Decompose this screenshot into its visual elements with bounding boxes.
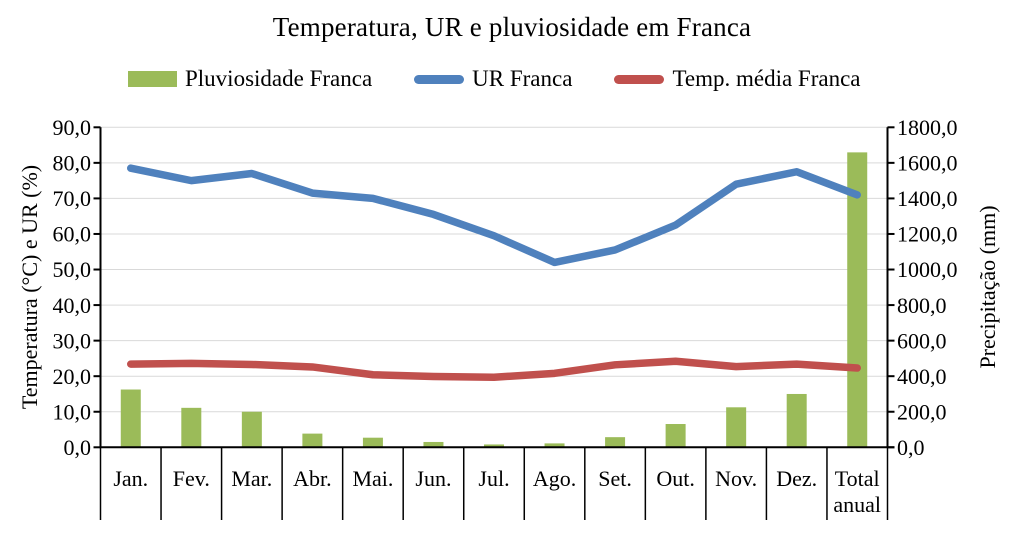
bar-pluviosidade: [847, 152, 868, 448]
bar-pluviosidade: [241, 411, 262, 448]
y-axis-right-tick-label: 1400,0: [897, 186, 958, 211]
y-axis-left-tick-label: 80,0: [53, 151, 92, 176]
bar-pluviosidade: [423, 441, 444, 448]
bar-pluviosidade: [302, 433, 323, 448]
legend-label-pluviosidade: Pluviosidade Franca: [185, 66, 373, 91]
legend-item-ur: UR Franca: [414, 66, 572, 92]
legend: Pluviosidade Franca UR Franca Temp. médi…: [128, 66, 861, 92]
legend-label-temp-media: Temp. média Franca: [672, 66, 861, 91]
category-label: Set.: [598, 466, 632, 491]
y-axis-right-tick-label: 1800,0: [897, 115, 958, 140]
category-label: Mar.: [231, 466, 272, 491]
line-swatch-icon: [414, 74, 465, 84]
bar-pluviosidade: [544, 443, 565, 448]
category-label: Dez.: [776, 466, 817, 491]
y-axis-left-tick-label: 90,0: [53, 115, 92, 140]
line-swatch-icon: [614, 74, 665, 84]
category-label: Fev.: [173, 466, 210, 491]
y-axis-left-tick-label: 60,0: [53, 222, 92, 247]
bar-pluviosidade: [120, 389, 141, 448]
legend-item-pluviosidade: Pluviosidade Franca: [128, 66, 372, 92]
y-axis-right-tick-label: 1600,0: [897, 151, 958, 176]
category-label: Jan.: [113, 466, 148, 491]
chart-title: Temperatura, UR e pluviosidade em Franca: [272, 12, 752, 42]
y-axis-right-tick-label: 400,0: [897, 364, 947, 389]
y-axis-left-tick-label: 50,0: [53, 257, 92, 282]
category-label: anual: [833, 492, 881, 517]
bar-pluviosidade: [665, 424, 686, 448]
category-label: Ago.: [533, 466, 576, 491]
bar-pluviosidade: [484, 444, 504, 448]
category-label: Out.: [656, 466, 695, 491]
bar-pluviosidade: [362, 437, 383, 448]
line-ur: [127, 164, 861, 267]
y-axis-right-tick-label: 1200,0: [897, 222, 958, 247]
category-label: Total: [835, 466, 880, 491]
y-axis-right-tick-label: 800,0: [897, 293, 947, 318]
y-axis-right-tick-label: 600,0: [897, 328, 947, 353]
category-label: Jun.: [415, 466, 451, 491]
category-label: Abr.: [293, 466, 332, 491]
y-axis-left-tick-label: 40,0: [53, 293, 92, 318]
y-axis-left-tick-label: 20,0: [53, 364, 92, 389]
y-axis-left-tick-label: 70,0: [53, 186, 92, 211]
bar-pluviosidade: [605, 437, 626, 448]
y-axis-left-tick-label: 10,0: [53, 399, 92, 424]
y-axis-left-tick-label: 0,0: [64, 435, 92, 460]
category-label: Jul.: [478, 466, 509, 491]
bar-swatch-icon: [128, 71, 177, 87]
bar-pluviosidade: [181, 407, 202, 448]
bar-pluviosidade: [786, 393, 807, 448]
y-axis-left-tick-label: 30,0: [53, 328, 92, 353]
category-label: Nov.: [715, 466, 757, 491]
y-axis-right-tick-label: 1000,0: [897, 257, 958, 282]
bar-pluviosidade: [726, 407, 747, 448]
legend-label-ur: UR Franca: [472, 66, 573, 91]
category-label: Mai.: [352, 466, 393, 491]
legend-item-temp-media: Temp. média Franca: [614, 66, 861, 92]
line-temp-media: [127, 357, 861, 382]
y-axis-right-tick-label: 200,0: [897, 399, 947, 424]
y-axis-right-tick-label: 0,0: [897, 435, 925, 460]
